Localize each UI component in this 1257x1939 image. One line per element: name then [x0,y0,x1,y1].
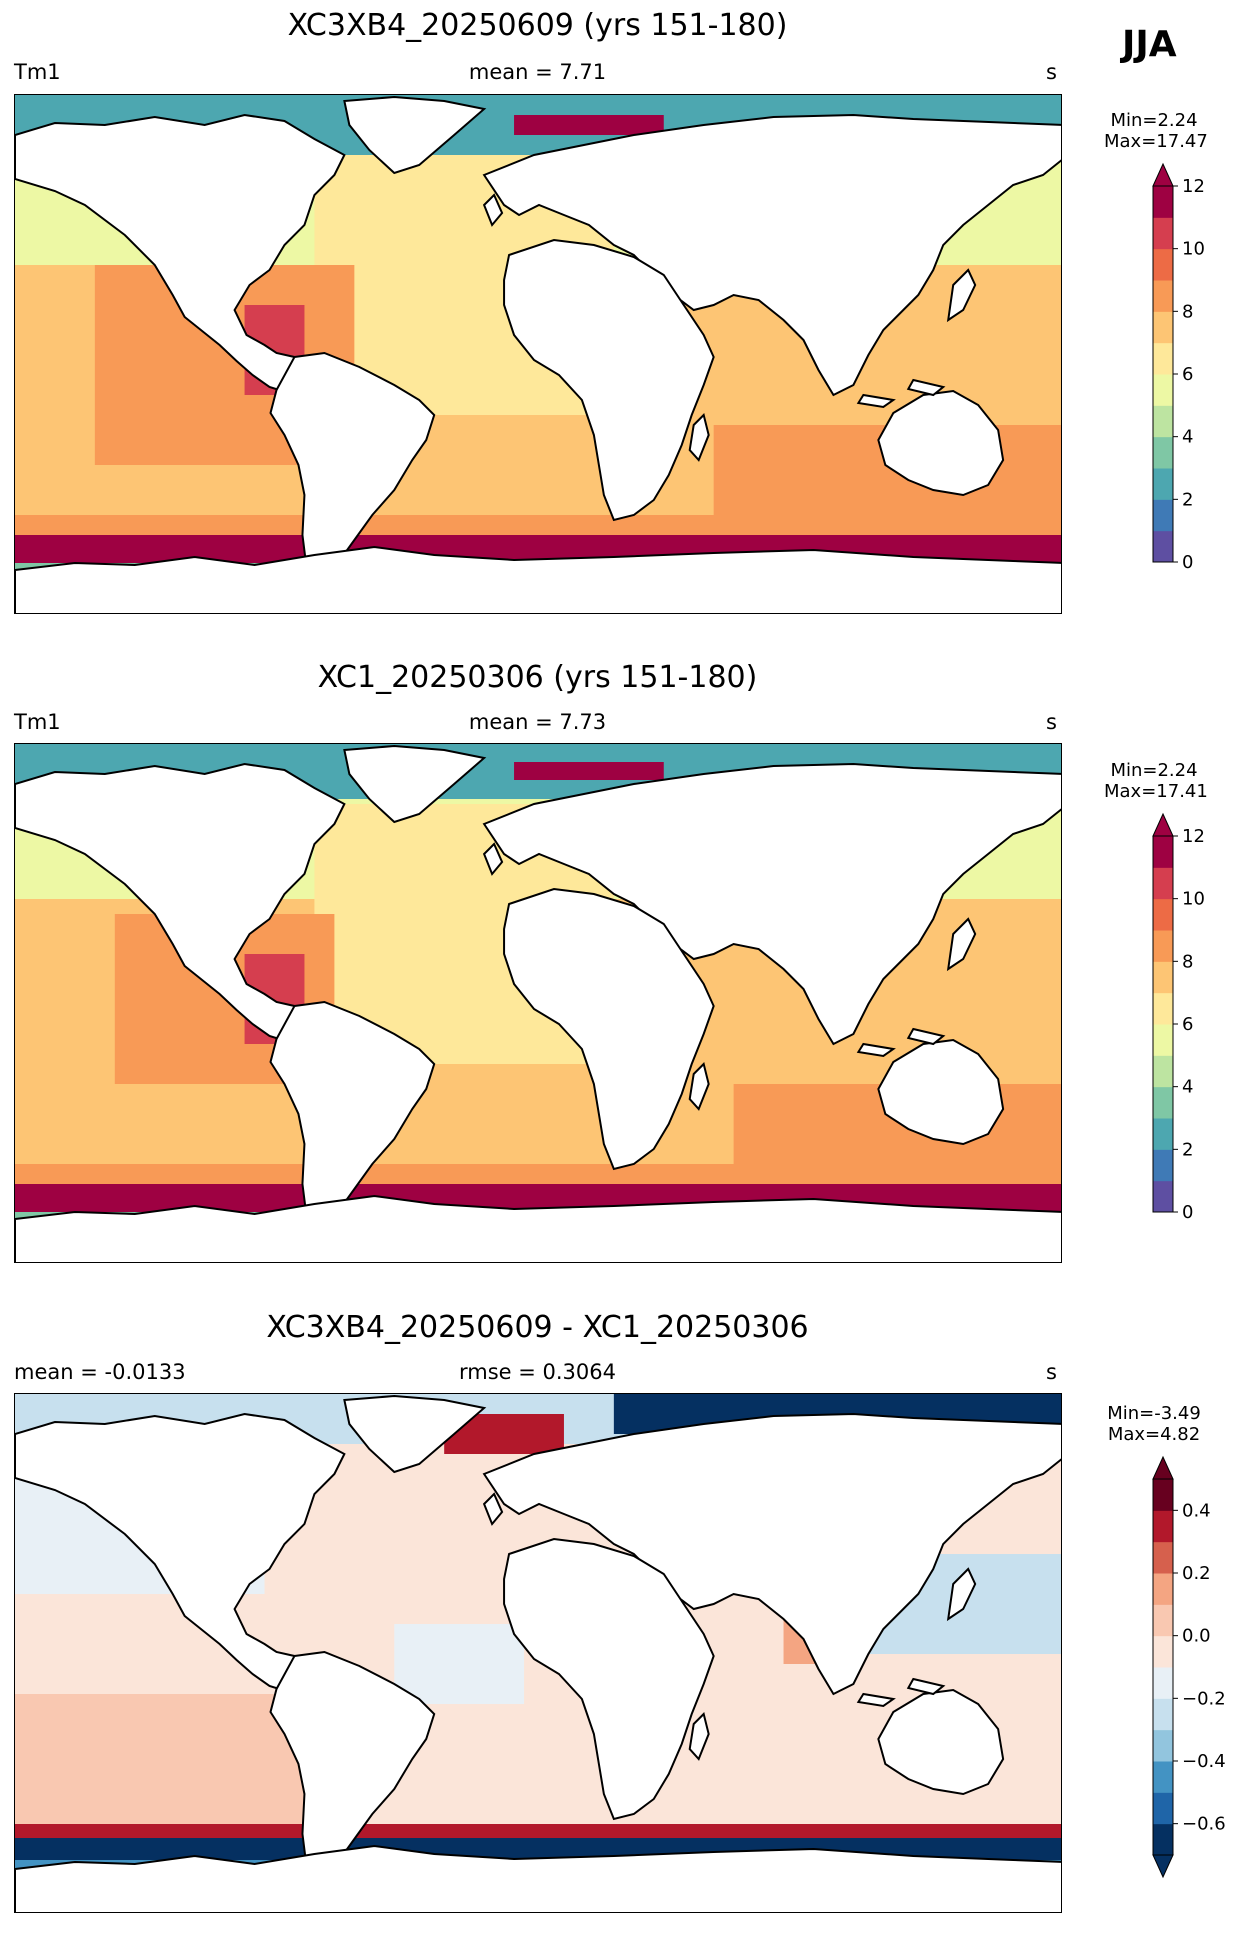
colorbar-tick-label: 0 [1182,1202,1193,1223]
colorbar-segment [1153,1761,1173,1793]
panel-units-label: s [1046,710,1057,734]
colorbar-segment [1153,1086,1173,1119]
map-field-3 [15,1394,1061,1912]
panel-left-label: Tm1 [14,60,61,84]
colorbar-tick-label: 10 [1182,889,1205,910]
colorbar-segment [1153,1180,1173,1213]
map-panel-3 [14,1393,1062,1913]
colorbar-segment [1153,1055,1173,1088]
colorbar-min-extension [1152,1854,1174,1879]
panel-title: XC1_20250306 (yrs 151-180) [317,660,758,695]
colorbar-segment [1153,1541,1173,1574]
colorbar-tick-label: 12 [1182,826,1205,847]
map-field-2 [15,744,1061,1262]
colorbar-segment [1153,436,1173,469]
colorbar-segment [1153,992,1173,1025]
colorbar-segment [1153,1792,1173,1825]
colorbar-graphic: 0 2 4 6 8 10 12 [1152,812,1205,1223]
colorbar-tick-label: 8 [1182,301,1193,322]
colorbar-tick-label: −0.4 [1182,1751,1226,1772]
panel-left-label: Tm1 [14,710,61,734]
colorbar-tick-label: −0.6 [1182,1814,1226,1835]
colorbar-max: Max=4.82 [1107,1424,1201,1445]
colorbar-segment [1153,1667,1173,1699]
colorbar-segment [1153,836,1173,868]
panel-rmse-label: rmse = 0.3064 [458,1360,616,1384]
colorbar-segment [1153,1823,1173,1856]
colorbar-min: Min=-3.49 [1107,1403,1201,1424]
panel-units-label: s [1046,1360,1057,1384]
colorbar-segment [1153,248,1173,281]
colorbar-tick-label: 6 [1182,364,1193,385]
colorbar-segment [1153,405,1173,438]
colorbar-tick-label: 8 [1182,951,1193,972]
season-label: JJA [1122,24,1177,65]
colorbar-segment [1153,468,1173,500]
colorbar-tick-label: 0 [1182,552,1193,573]
colorbar-tick-label: 2 [1182,1139,1193,1160]
colorbar-segment [1153,1729,1173,1762]
colorbar-min: Min=2.24 [1110,110,1198,131]
colorbar-segment [1153,217,1173,250]
map-panel-1 [14,94,1062,614]
colorbar-tick-label: 0.4 [1182,1500,1211,1521]
colorbar-segment [1153,1479,1173,1511]
colorbar-segment [1153,867,1173,900]
colorbar-segment [1153,1149,1173,1182]
colorbar-segment [1153,1510,1173,1543]
panel-units-label: s [1046,60,1057,84]
panel-title: XC3XB4_20250609 (yrs 151-180) [287,8,788,43]
colorbar-tick-label: 2 [1182,489,1193,510]
colorbar-tick-label: 12 [1182,176,1205,197]
colorbar-segment [1153,342,1173,375]
colorbar-tick-label: 0.2 [1182,1563,1211,1584]
colorbar-minmax: Min=2.24 Max=17.41 [1104,760,1208,802]
colorbar-segment [1153,930,1173,962]
colorbar-2: 0 2 4 6 8 10 12 [1152,812,1242,1242]
colorbar-segment [1153,1118,1173,1150]
colorbar-segment [1153,311,1173,344]
map-panel-2 [14,743,1062,1263]
colorbar-segment [1153,186,1173,218]
colorbar-max: Max=17.41 [1104,781,1208,802]
colorbar-tick-label: 4 [1182,1077,1193,1098]
colorbar-tick-label: −0.2 [1182,1688,1226,1709]
colorbar-1: 0 2 4 6 8 10 12 [1152,162,1242,592]
colorbar-graphic: −0.6 −0.4 −0.2 0.0 0.2 0.4 0.6 [1152,1438,1226,1879]
colorbar-segment [1153,1024,1173,1056]
colorbar-segment [1153,1698,1173,1731]
map-field-1 [15,95,1061,613]
colorbar-tick-label: 6 [1182,1014,1193,1035]
colorbar-min: Min=2.24 [1110,760,1198,781]
colorbar-3: −0.6 −0.4 −0.2 0.0 0.2 0.4 0.6 [1152,1438,1242,1885]
colorbar-graphic: 0 2 4 6 8 10 12 [1152,162,1205,573]
colorbar-minmax: Min=2.24 Max=17.47 [1104,110,1208,152]
colorbar-segment [1153,898,1173,931]
colorbar-segment [1153,530,1173,563]
colorbar-max-extension [1152,812,1174,837]
colorbar-tick-label: 0.0 [1182,1626,1211,1647]
colorbar-tick-label: 10 [1182,239,1205,260]
colorbar-tick-label: 4 [1182,427,1193,448]
panel-mean-label: mean = 7.73 [468,710,607,734]
colorbar-segment [1153,374,1173,406]
colorbar-segment [1153,280,1173,312]
colorbar-max-extension [1152,1455,1174,1480]
colorbar-segment [1153,1573,1173,1605]
colorbar-segment [1153,499,1173,532]
colorbar-minmax: Min=-3.49 Max=4.82 [1104,1403,1204,1445]
colorbar-segment [1153,1604,1173,1637]
panel-title: XC3XB4_20250609 - XC1_20250306 [266,1310,809,1345]
colorbar-max: Max=17.47 [1104,131,1208,152]
colorbar-segment [1153,1635,1173,1668]
colorbar-max-extension [1152,162,1174,187]
panel-left-label: mean = -0.0133 [14,1360,186,1384]
colorbar-tick-label: 0.6 [1182,1455,1211,1459]
colorbar-outline [1152,1478,1174,1856]
panel-mean-label: mean = 7.71 [468,60,607,84]
colorbar-segment [1153,961,1173,994]
